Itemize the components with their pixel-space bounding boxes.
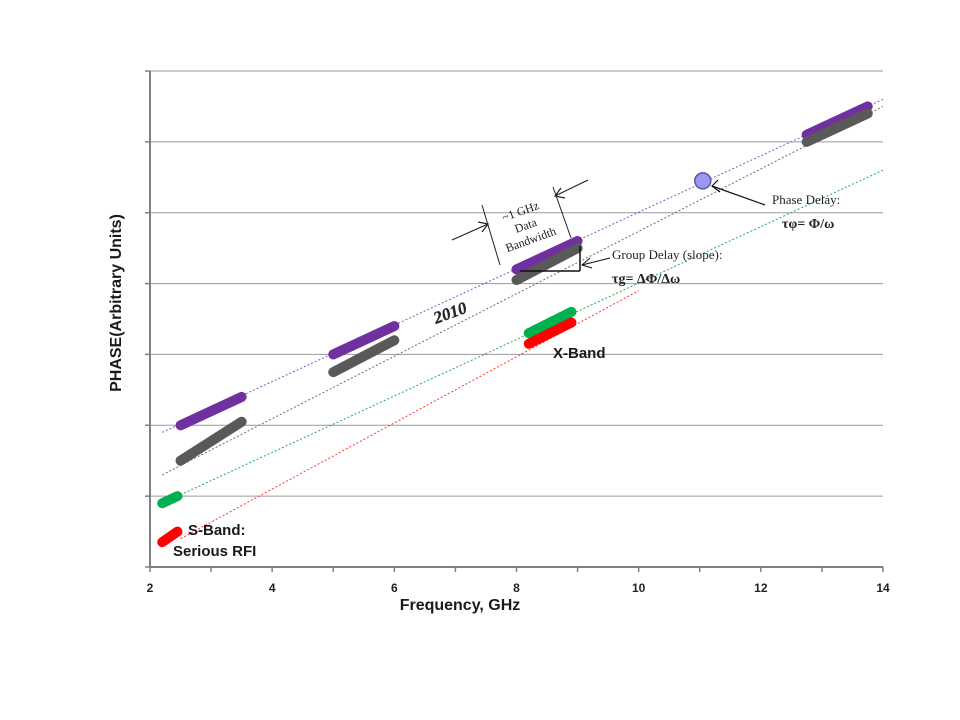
segment-3-0 xyxy=(157,526,183,548)
bandwidth-arrow-right xyxy=(554,179,589,197)
phase-delay-formula: τφ= Φ/ω xyxy=(782,217,834,232)
segment-0-0 xyxy=(175,391,247,431)
segment-1-1 xyxy=(328,335,400,378)
segment-1-2 xyxy=(511,243,583,286)
x-tick-labels: 2 4 6 8 10 12 14 xyxy=(147,581,890,595)
y-axis-label: PHASE(Arbitrary Units) xyxy=(108,214,125,392)
x-tick-label-14: 14 xyxy=(876,581,890,595)
trend-line-1 xyxy=(161,105,884,476)
x-axis-label: Frequency, GHz xyxy=(400,597,521,614)
xband-label: X-Band xyxy=(553,345,606,362)
phase-delay-label: Phase Delay: xyxy=(772,192,840,207)
axes xyxy=(145,70,884,572)
trend-lines xyxy=(161,98,884,540)
sband-label-line-2: Serious RFI xyxy=(173,543,256,560)
group-delay-formula: τg= ΔΦ/Δω xyxy=(612,272,680,287)
bandwidth-bracket-left xyxy=(481,204,501,266)
phase-delay-marker xyxy=(694,172,712,190)
phase-delay-arrow xyxy=(711,179,766,206)
x-tick-label-2: 2 xyxy=(147,581,154,595)
segment-2-1 xyxy=(523,306,577,339)
trend-line-3 xyxy=(180,290,639,540)
data-segments xyxy=(157,101,873,548)
segment-0-3 xyxy=(801,101,873,140)
trend-line-2 xyxy=(162,169,884,504)
x-tick-label-10: 10 xyxy=(632,581,646,595)
group-delay-label: Group Delay (slope): xyxy=(612,247,722,262)
segment-0-1 xyxy=(328,321,400,360)
phase-delay-marker-layer xyxy=(694,172,712,190)
x-tick-label-6: 6 xyxy=(391,581,398,595)
grid-lines xyxy=(150,70,883,497)
segment-0-2 xyxy=(511,236,583,275)
x-tick-label-4: 4 xyxy=(269,581,276,595)
segment-3-1 xyxy=(523,317,577,349)
x-tick-label-8: 8 xyxy=(513,581,520,595)
bandwidth-arrow-left xyxy=(451,223,489,241)
segment-1-0 xyxy=(175,416,247,466)
group-delay-slope-triangle xyxy=(520,246,611,272)
segment-1-3 xyxy=(801,108,873,147)
bandwidth-arrowhead-left xyxy=(477,221,490,233)
year-label: 2010 xyxy=(430,298,470,328)
segment-2-0 xyxy=(157,491,183,509)
sband-label-line-1: S-Band: xyxy=(188,522,246,539)
x-tick-label-12: 12 xyxy=(754,581,768,595)
bandwidth-arrowhead-right xyxy=(553,187,566,199)
